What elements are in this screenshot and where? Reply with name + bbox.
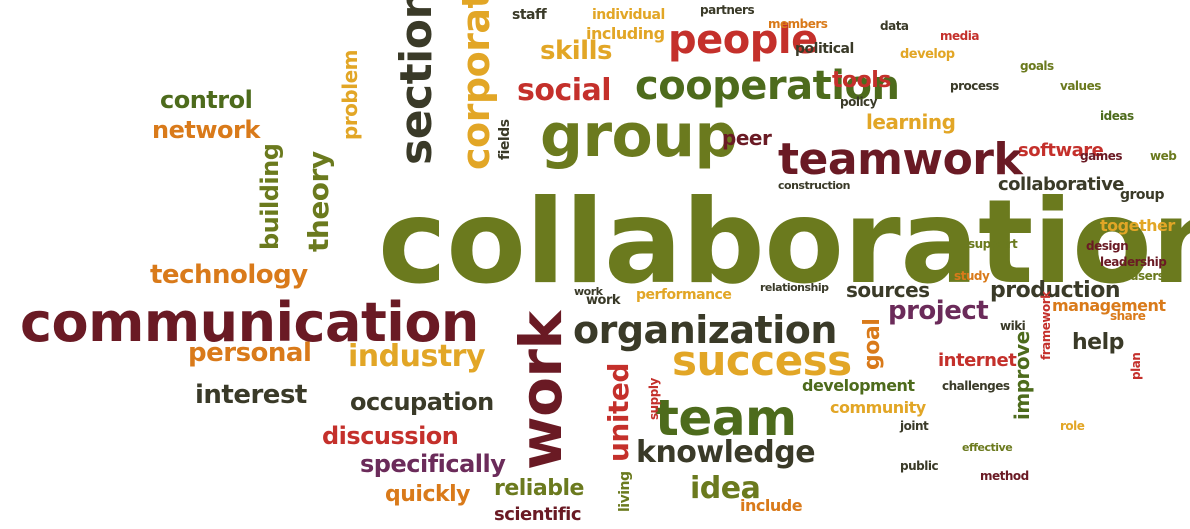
word-process: process — [950, 79, 999, 93]
word-teamwork: teamwork — [778, 134, 1023, 185]
word-technology: technology — [150, 260, 308, 290]
word-values: values — [1060, 79, 1101, 93]
word-control: control — [160, 86, 253, 114]
word-performance: performance — [636, 287, 732, 303]
word-construction: construction — [778, 179, 850, 192]
word-policy: policy — [840, 95, 878, 109]
word-people: people — [668, 17, 818, 63]
word-knowledge: knowledge — [636, 435, 816, 470]
word-web: web — [1150, 149, 1177, 163]
word-united: united — [602, 363, 635, 462]
word-work: work — [574, 285, 603, 298]
word-cooperation: cooperation — [635, 63, 900, 109]
word-include: include — [740, 496, 803, 515]
word-personal: personal — [188, 338, 312, 368]
word-management: management — [1052, 296, 1166, 315]
word-support: support — [968, 237, 1018, 251]
word-supply: supply — [647, 378, 661, 420]
word-project: project — [888, 296, 989, 326]
word-industry: industry — [348, 339, 486, 374]
word-relationship: relationship — [760, 281, 829, 294]
word-interest: interest — [195, 380, 307, 410]
word-role: role — [1060, 419, 1085, 433]
word-games: games — [1080, 149, 1122, 163]
word-design: design — [1086, 239, 1129, 253]
word-group: group — [540, 101, 737, 171]
word-data: data — [880, 19, 909, 33]
word-staff: staff — [512, 7, 547, 23]
word-joint: joint — [900, 419, 929, 433]
word-help: help — [1072, 330, 1124, 355]
word-peer: peer — [722, 126, 772, 150]
word-framework: framework — [1039, 291, 1053, 360]
word-discussion: discussion — [322, 422, 459, 450]
word-corporate: corporate — [454, 0, 498, 170]
word-social: social — [517, 73, 612, 108]
word-members: members — [768, 17, 828, 31]
word-share: share — [1110, 309, 1146, 323]
word-plan: plan — [1129, 352, 1143, 380]
word-quickly: quickly — [385, 482, 471, 507]
word-reliable: reliable — [494, 476, 584, 501]
word-develop: develop — [900, 47, 955, 62]
word-sources: sources — [846, 278, 930, 302]
word-building: building — [256, 143, 284, 250]
word-challenges: challenges — [942, 379, 1010, 393]
word-group: group — [1120, 187, 1165, 203]
word-media: media — [940, 29, 979, 43]
word-idea: idea — [690, 471, 761, 506]
word-success: success — [672, 336, 852, 385]
word-skills: skills — [540, 36, 612, 66]
word-software: software — [1018, 140, 1104, 161]
word-organization: organization — [573, 308, 837, 352]
word-work: work — [507, 311, 575, 470]
word-individual: individual — [592, 7, 665, 23]
word-network: network — [152, 116, 260, 144]
word-goals: goals — [1020, 59, 1054, 73]
word-collaboration: collaboration — [378, 175, 1190, 310]
word-wiki: wiki — [1000, 319, 1026, 333]
word-problem: problem — [338, 50, 362, 140]
word-living: living — [617, 471, 633, 512]
word-public: public — [900, 459, 939, 473]
word-production: production — [990, 278, 1121, 303]
word-goal: goal — [860, 318, 885, 370]
word-leadership: leadership — [1100, 255, 1167, 269]
word-study: study — [954, 269, 990, 283]
word-method: method — [980, 469, 1029, 483]
word-theory: theory — [302, 151, 335, 252]
word-effective: effective — [962, 441, 1013, 454]
word-specifically: specifically — [360, 450, 506, 478]
word-partners: partners — [700, 3, 755, 17]
word-tools: tools — [832, 68, 891, 93]
word-section: section — [391, 0, 442, 165]
word-internet: internet — [938, 350, 1017, 371]
word-improve: improve — [1010, 331, 1034, 420]
word-political: political — [795, 41, 854, 57]
word-users: users — [1130, 269, 1165, 283]
word-together: together — [1100, 216, 1175, 235]
word-ideas: ideas — [1100, 109, 1134, 123]
word-scientific: scientific — [494, 504, 582, 525]
word-work: work — [586, 293, 621, 308]
word-learning: learning — [866, 110, 956, 134]
word-community: community — [830, 398, 926, 417]
word-team: team — [655, 389, 797, 447]
word-development: development — [802, 376, 915, 395]
word-occupation: occupation — [350, 388, 494, 416]
word-including: including — [586, 24, 665, 43]
word-collaborative: collaborative — [998, 174, 1125, 195]
word-fields: fields — [497, 119, 513, 160]
word-communication: communication — [20, 291, 479, 354]
